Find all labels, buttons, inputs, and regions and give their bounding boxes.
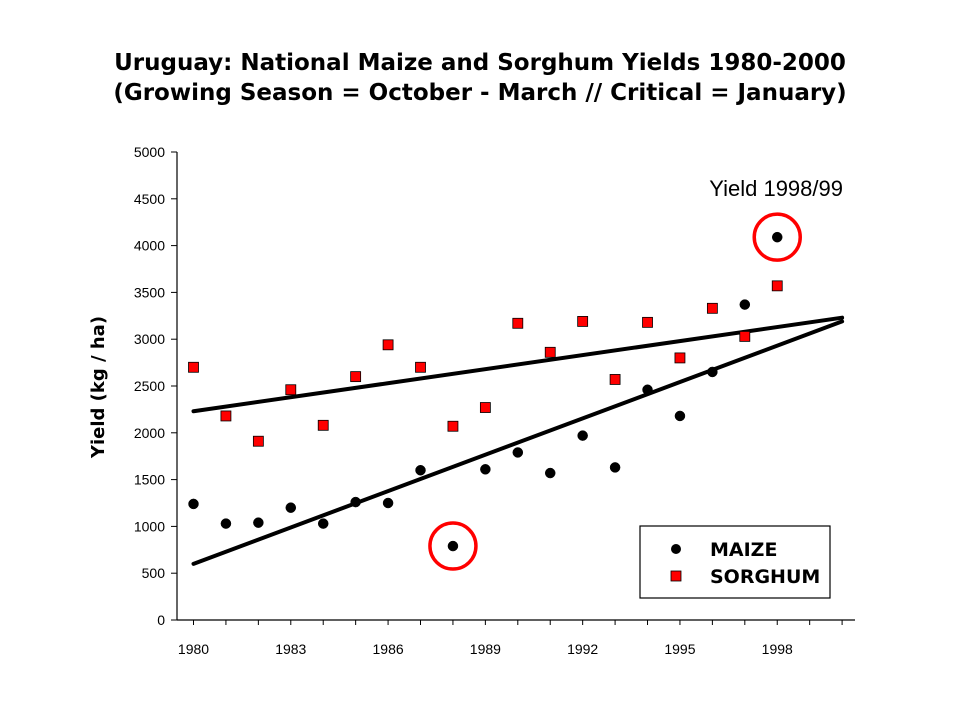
sorghum-point [674,352,686,364]
sorghum-point [739,330,751,342]
y-tick-label: 2000 [134,425,165,441]
chart-subtitle: (Growing Season = October - March // Cri… [113,80,847,106]
sorghum-point [577,316,589,327]
trend-line-maize [191,319,845,566]
maize-point [512,447,524,458]
x-tick-label: 1995 [664,641,695,657]
highlight-circles [428,212,802,571]
sorghum-point [609,374,621,385]
maize-point [220,518,232,529]
maize-point [739,299,751,310]
maize-point [415,464,426,476]
legend: MAIZE SORGHUM [639,525,831,599]
maize-point [609,462,621,473]
maize-point [188,498,199,510]
maize-point [285,502,297,513]
maize-point [253,517,264,528]
sorghum-point [220,410,232,422]
sorghum-point [350,371,362,383]
y-axis-label: Yield (kg / ha) [88,316,109,459]
maize-point [317,518,329,529]
maize-point [480,464,491,475]
maize-point [771,231,783,243]
y-tick-label: 1000 [134,518,165,534]
maize-point [447,540,459,552]
data-points [188,231,783,552]
x-tick-label: 1989 [470,641,501,657]
sorghum-point [771,280,783,292]
legend-label-sorghum: SORGHUM [710,566,820,588]
maize-point [577,430,588,441]
legend-maize-marker [671,544,681,554]
y-tick-label: 2500 [134,378,165,394]
sorghum-point [447,420,459,432]
maize-point [350,496,361,508]
x-tick-label: 1986 [373,641,404,657]
x-tick-label: 1983 [275,641,306,657]
sorghum-point [512,317,524,329]
highlight-circle [428,521,478,571]
y-tick-label: 3000 [134,331,165,347]
chart-title: Uruguay: National Maize and Sorghum Yiel… [114,50,846,76]
annotation-label: Yield 1998/99 [709,176,843,201]
sorghum-point [544,346,556,358]
x-tick-label: 1998 [762,641,793,657]
maize-point [544,467,556,479]
sorghum-point [317,419,329,431]
sorghum-point [415,361,426,373]
legend-label-maize: MAIZE [710,539,777,561]
trend-lines [191,315,845,566]
highlight-circle [752,212,802,262]
y-tick-label: 0 [157,612,165,628]
y-tick-label: 4500 [134,191,165,207]
sorghum-point [285,384,297,396]
sorghum-point [706,302,718,314]
maize-point [707,366,718,378]
trend-line-sorghum [191,315,845,414]
y-tick-label: 5000 [134,144,165,160]
y-tick-label: 1500 [134,472,165,488]
y-tick-label: 3500 [134,284,165,300]
maize-point [674,410,686,422]
chart-axes: 0 500 1000 1500 2000 2500 3000 3500 4000 4500 5000… [134,144,855,657]
legend-box [639,525,831,599]
x-tick-label: 1992 [567,641,598,657]
maize-point [382,497,394,509]
sorghum-point [382,339,394,351]
sorghum-point [479,402,491,413]
sorghum-point [642,316,653,328]
sorghum-point [252,435,264,447]
x-tick-label: 1980 [178,641,209,657]
maize-point [642,384,653,395]
sorghum-point [188,361,199,373]
y-tick-label: 4000 [134,238,165,254]
legend-sorghum-marker [670,570,682,582]
y-tick-label: 500 [142,565,166,581]
